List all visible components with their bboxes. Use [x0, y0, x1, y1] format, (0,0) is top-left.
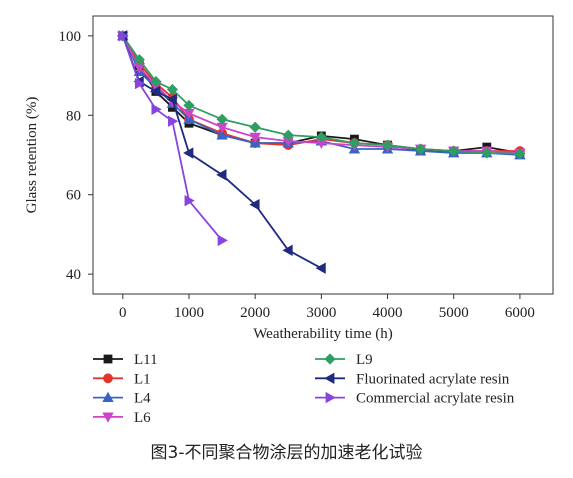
- y-tick-label: 60: [66, 188, 81, 204]
- series: [116, 30, 526, 274]
- x-tick-label: 0: [119, 305, 127, 321]
- legend-marker: [324, 372, 335, 384]
- legend-marker: [324, 353, 336, 365]
- legend-item: Commercial acrylate resin: [315, 391, 515, 407]
- data-point: [249, 132, 261, 143]
- series-line: [121, 35, 223, 241]
- data-point: [216, 113, 228, 125]
- x-axis-title: Weatherability time (h): [253, 326, 393, 342]
- series-7: [118, 30, 228, 247]
- data-point: [184, 194, 195, 207]
- data-point: [168, 115, 179, 127]
- legend-marker: [102, 391, 114, 403]
- legend-item: L4: [93, 391, 151, 407]
- y-axis-title: Glass retention (%): [24, 97, 40, 214]
- figure-caption: 图3-不同聚合物涂层的加速老化试验: [150, 443, 423, 463]
- y-tick-label: 100: [59, 29, 82, 45]
- legend-item: L11: [93, 352, 158, 368]
- data-point: [381, 139, 394, 151]
- x-tick-label: 4000: [373, 305, 403, 321]
- data-point: [415, 143, 427, 155]
- data-point: [166, 83, 178, 96]
- data-point: [249, 198, 260, 211]
- series-5: [117, 30, 526, 160]
- data-point: [183, 99, 195, 111]
- data-point: [282, 129, 294, 141]
- data-point: [514, 148, 526, 160]
- legend-marker: [103, 354, 113, 364]
- data-point: [150, 75, 162, 88]
- y-tick-label: 80: [66, 108, 81, 124]
- legend-label: L4: [134, 391, 151, 407]
- data-point: [217, 234, 228, 247]
- legend-label: L11: [134, 352, 158, 368]
- legend-item: L9: [315, 352, 373, 368]
- data-point: [481, 147, 493, 159]
- data-point: [249, 121, 261, 133]
- data-point: [166, 93, 177, 106]
- data-point: [134, 77, 146, 90]
- y-tick-label: 40: [66, 267, 81, 283]
- data-point: [216, 129, 228, 140]
- data-point: [315, 262, 326, 274]
- legend-label: L6: [134, 410, 151, 426]
- legend-label: Commercial acrylate resin: [356, 391, 515, 407]
- data-point: [348, 137, 361, 149]
- ticks: 0 1000 2000 3000 4000 5000 6000 40 60 80 100: [59, 29, 535, 321]
- data-point: [448, 145, 460, 157]
- legend-item: L1: [93, 371, 151, 387]
- legend-label: Fluorinated acrylate resin: [356, 371, 510, 387]
- axes: Weatherability time (h) Glass retention …: [24, 15, 554, 342]
- legend-label: L9: [356, 352, 373, 368]
- data-point: [315, 131, 327, 143]
- data-point: [118, 30, 129, 42]
- data-point: [133, 54, 145, 66]
- data-point: [282, 244, 293, 256]
- x-tick-label: 5000: [439, 305, 469, 321]
- legend-item: L6: [93, 410, 151, 426]
- legend-marker: [325, 391, 336, 404]
- x-tick-label: 3000: [306, 305, 336, 321]
- legend-marker: [102, 412, 114, 423]
- legend-label: L1: [134, 371, 151, 387]
- data-point: [151, 103, 162, 116]
- data-point: [183, 147, 194, 159]
- x-tick-label: 2000: [240, 305, 270, 321]
- legend-item: Fluorinated acrylate resin: [315, 371, 510, 387]
- legend: L11 L1 L4 L6 L9 Fluorinated acrylate resin Com…: [93, 352, 515, 426]
- data-point: [216, 169, 227, 181]
- plot-frame: [92, 15, 554, 295]
- series-6: [116, 30, 326, 274]
- x-tick-label: 6000: [505, 305, 535, 321]
- legend-marker: [103, 373, 113, 384]
- x-tick-label: 1000: [174, 305, 204, 321]
- data-point: [150, 85, 161, 98]
- series-line: [121, 35, 322, 269]
